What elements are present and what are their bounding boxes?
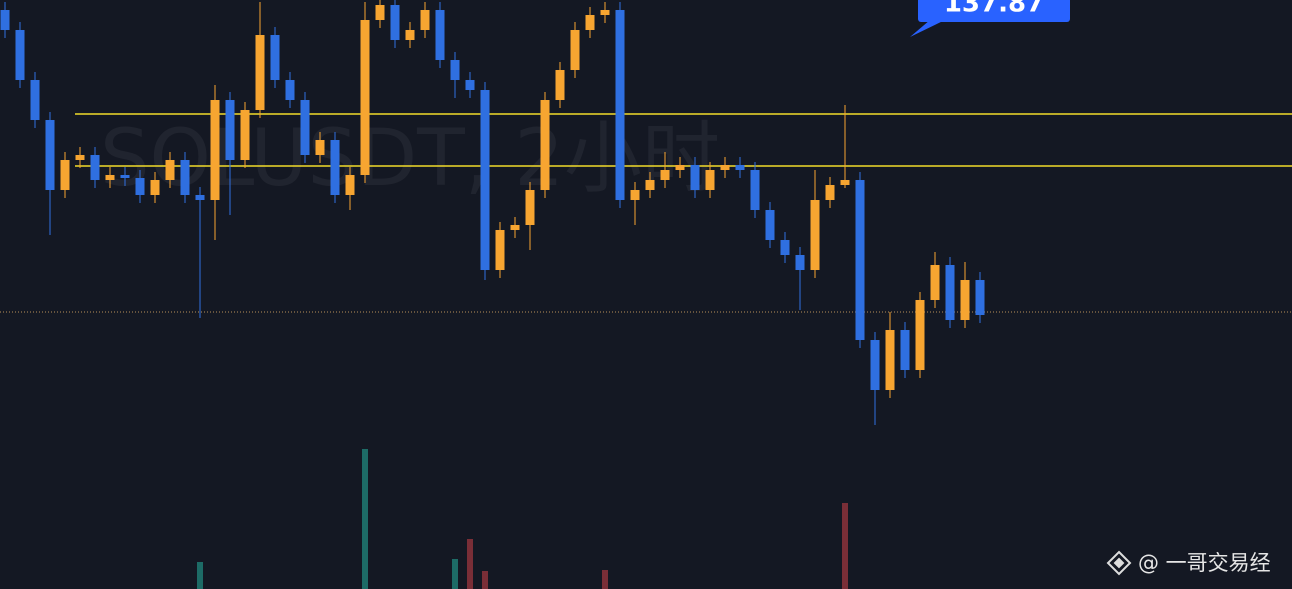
candle-body	[180, 160, 190, 195]
candle-body	[600, 10, 610, 15]
candle-body	[420, 10, 430, 30]
volume-bar	[362, 449, 368, 589]
candle-body	[300, 100, 310, 155]
candle-body	[135, 178, 145, 195]
candle-body	[510, 225, 520, 230]
candle-body	[165, 160, 175, 180]
candle-body	[630, 190, 640, 200]
candle-body	[615, 10, 625, 200]
candle-body	[195, 195, 205, 200]
candle-body	[330, 140, 340, 195]
candle-body	[360, 20, 370, 175]
candle-body	[570, 30, 580, 70]
candle-body	[390, 5, 400, 40]
candle-body	[90, 155, 100, 180]
candle-body	[285, 80, 295, 100]
candle-body	[975, 280, 985, 315]
candle-body	[405, 30, 415, 40]
candle-body	[945, 265, 955, 320]
candle-body	[480, 90, 490, 270]
candle-body	[660, 170, 670, 180]
candle-body	[0, 10, 10, 30]
candle-body	[255, 35, 265, 110]
candle-body	[885, 330, 895, 390]
candle-body	[45, 120, 55, 190]
candle-body	[720, 165, 730, 170]
watermark: SOLUSDT, 2小时	[100, 114, 720, 204]
footer-logo	[1106, 550, 1132, 576]
volume-bar	[452, 559, 458, 589]
candle-body	[855, 180, 865, 340]
candle-body	[375, 5, 385, 20]
candle-body	[795, 255, 805, 270]
candle-body	[675, 165, 685, 170]
candle-body	[735, 165, 745, 170]
price-label: 137.87	[944, 0, 1044, 19]
candle-body	[270, 35, 280, 80]
candle-body	[240, 110, 250, 160]
candle-body	[555, 70, 565, 100]
candle-body	[765, 210, 775, 240]
candle-body	[705, 170, 715, 190]
candle-body	[450, 60, 460, 80]
candle-body	[690, 165, 700, 190]
candle-body	[900, 330, 910, 370]
candle-body	[150, 180, 160, 195]
candle-body	[780, 240, 790, 255]
candle-body	[105, 175, 115, 180]
candle-body	[930, 265, 940, 300]
candle-body	[120, 175, 130, 178]
volume-bar	[197, 562, 203, 589]
candle-body	[645, 180, 655, 190]
candle-body	[465, 80, 475, 90]
footer-text: @ 一哥交易经	[1138, 551, 1271, 575]
candle-body	[345, 175, 355, 195]
candle-body	[540, 100, 550, 190]
price-label-box	[918, 0, 1070, 22]
candle-body	[750, 170, 760, 210]
volume-bar	[842, 503, 848, 589]
candle-body	[840, 180, 850, 185]
candle-body	[210, 100, 220, 200]
volume-bar	[602, 570, 608, 589]
candle-body	[825, 185, 835, 200]
candle-body	[960, 280, 970, 320]
label-tail	[910, 20, 945, 37]
candle-body	[585, 15, 595, 30]
volume-bar	[467, 539, 473, 589]
candle-body	[315, 140, 325, 155]
candle-body	[810, 200, 820, 270]
candle-body	[60, 160, 70, 190]
candle-body	[225, 100, 235, 160]
candle-body	[495, 230, 505, 270]
candle-body	[15, 30, 25, 80]
volume-bar	[482, 571, 488, 589]
candle-body	[870, 340, 880, 390]
candle-body	[525, 190, 535, 225]
candle-body	[75, 155, 85, 160]
candle-body	[30, 80, 40, 120]
candle-body	[435, 10, 445, 60]
candle-body	[915, 300, 925, 370]
